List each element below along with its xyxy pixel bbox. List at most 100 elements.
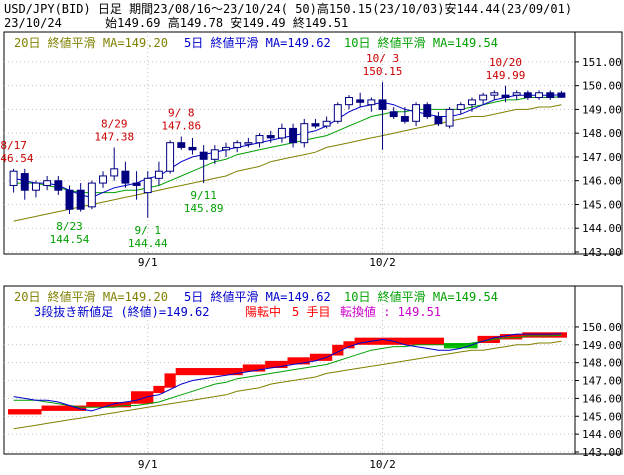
top-x-tick-label: 10/2 xyxy=(369,256,396,269)
candle-body xyxy=(557,92,566,98)
bottom-y-tick-label: 147.00 xyxy=(582,375,622,388)
candle-body xyxy=(400,116,409,122)
annotation-date: 9/ 8 xyxy=(168,107,195,120)
candle-body xyxy=(31,182,40,191)
new-price-brick xyxy=(41,405,87,411)
candle-body xyxy=(266,135,275,139)
candle-body xyxy=(166,142,175,172)
candle-body xyxy=(210,149,219,160)
candle-body xyxy=(143,177,152,194)
annotation-date: 8/23 xyxy=(56,220,83,233)
candle-body xyxy=(356,99,365,103)
top-x-tick-label: 9/1 xyxy=(138,256,158,269)
bottom-y-tick-label: 144.00 xyxy=(582,428,622,441)
annotation-date: 8/17 xyxy=(0,139,27,152)
candle-body xyxy=(20,173,29,191)
new-price-brick xyxy=(444,343,478,349)
new-price-brick xyxy=(153,385,165,394)
candle-body xyxy=(333,104,342,122)
candle-body xyxy=(132,182,141,186)
new-price-brick xyxy=(287,357,310,365)
candle-body xyxy=(188,146,197,151)
new-price-brick xyxy=(354,337,445,345)
new-price-brick xyxy=(8,409,42,415)
new-price-brick xyxy=(175,368,243,376)
candle-body xyxy=(244,142,253,145)
candle-body xyxy=(9,170,18,186)
top-y-tick-label: 149.00 xyxy=(582,103,622,116)
new-price-brick xyxy=(499,334,523,340)
top-y-tick-label: 151.00 xyxy=(582,56,622,69)
annotation-price: 150.15 xyxy=(363,65,403,78)
new-price-brick xyxy=(343,341,355,349)
bottom-legend-ma10: 10日 終値平滑 MA=149.54 xyxy=(344,289,498,304)
ma5-line xyxy=(13,94,562,198)
candle-body xyxy=(490,92,499,96)
ma10-line xyxy=(13,96,562,194)
candle-body xyxy=(300,123,309,144)
annotation-date: 9/ 1 xyxy=(135,224,162,237)
candle-body xyxy=(99,175,107,184)
header-period-line: USD/JPY(BID) 日足 期間23/08/16～23/10/24( 50)… xyxy=(4,2,573,16)
bottom-grid xyxy=(4,300,575,454)
top-y-tick-label: 146.00 xyxy=(582,175,622,188)
new-price-brick xyxy=(164,373,176,388)
bottom-y-tick-label: 150.00 xyxy=(582,321,622,334)
bottom-ma20-line xyxy=(13,340,562,430)
bottom-axis-frame xyxy=(574,285,623,455)
bottom-y-tick-label: 145.00 xyxy=(582,410,622,423)
annotation-date: 10/20 xyxy=(489,56,522,69)
top-y-tick-label: 145.00 xyxy=(582,198,622,211)
new-price-brick xyxy=(242,364,266,372)
candle-body xyxy=(345,97,353,106)
candle-body xyxy=(523,92,532,99)
bottom-legend-ma5: 5日 終値平滑 MA=149.62 xyxy=(184,289,331,304)
candle-body xyxy=(289,127,298,144)
new-price-brick xyxy=(522,332,567,338)
top-y-tick-label: 147.00 xyxy=(582,151,622,164)
top-x-axis: 9/1 10/2 xyxy=(138,256,396,269)
bottom-info-reversal: 転換値 : 149.51 xyxy=(340,304,441,319)
annotation-price: 144.44 xyxy=(128,237,168,250)
annotation-price: 145.89 xyxy=(184,202,224,215)
annotation-price: 147.38 xyxy=(94,130,134,143)
new-price-brick xyxy=(86,401,131,408)
new-price-brick xyxy=(332,344,344,356)
candle-body xyxy=(121,170,130,184)
ma20-line xyxy=(13,104,562,222)
candle-body xyxy=(479,94,488,101)
candle-body xyxy=(233,142,242,148)
bottom-x-tick-label: 10/2 xyxy=(369,458,396,471)
annotation-price: 144.54 xyxy=(50,233,90,246)
top-y-tick-label: 148.00 xyxy=(582,127,622,140)
annotation-date: 9/11 xyxy=(190,189,217,202)
candle-body xyxy=(445,108,454,127)
candle-body xyxy=(468,99,476,106)
candle-body xyxy=(177,142,186,148)
candle-body xyxy=(423,104,432,118)
top-legend-ma5: 5日 終値平滑 MA=149.62 xyxy=(184,35,331,50)
candle-body xyxy=(378,99,387,110)
bottom-moving-average-lines xyxy=(13,333,562,430)
candle-body xyxy=(43,180,52,186)
candle-body xyxy=(110,168,119,177)
candle-body xyxy=(322,120,331,127)
new-price-brick xyxy=(309,353,333,361)
bottom-x-axis: 9/1 10/2 xyxy=(138,458,396,471)
top-legend-ma10: 10日 終値平滑 MA=149.54 xyxy=(344,35,498,50)
annotation-price: 147.86 xyxy=(161,120,201,133)
bottom-legend-ma20: 20日 終値平滑 MA=149.20 xyxy=(14,289,168,304)
annotation-price: 146.54 xyxy=(0,152,34,165)
candle-body xyxy=(546,92,555,99)
bottom-ma10-line xyxy=(13,334,562,408)
candle-body xyxy=(54,180,63,191)
candle-body xyxy=(311,123,320,127)
bottom-y-tick-label: 146.00 xyxy=(582,392,622,405)
annotation-date: 8/29 xyxy=(101,117,128,130)
bottom-ma5-line xyxy=(13,333,562,412)
top-y-tick-label: 150.00 xyxy=(582,80,622,93)
candle-body xyxy=(65,189,74,210)
annotation-date: 10/ 3 xyxy=(366,52,399,65)
